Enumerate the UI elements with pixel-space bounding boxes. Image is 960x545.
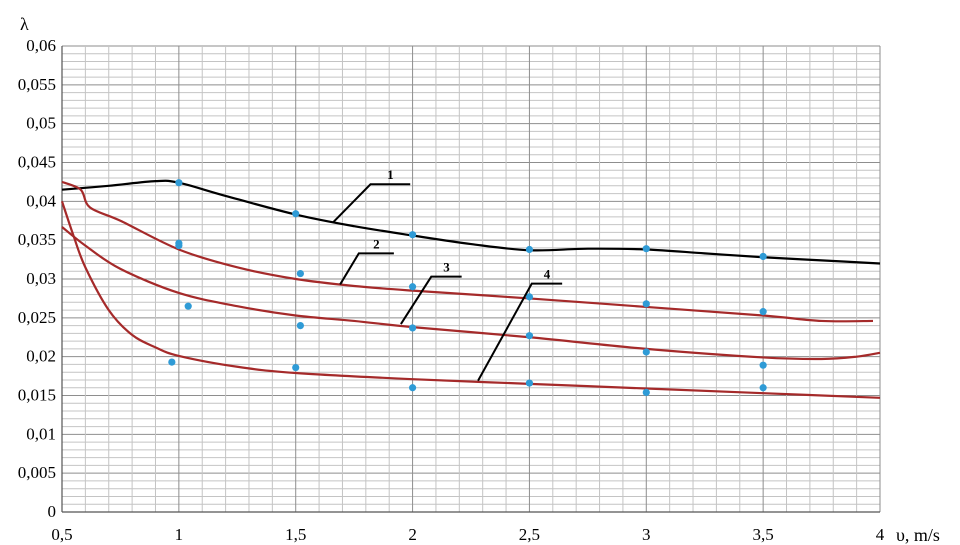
leader-line-3 (400, 275, 462, 325)
data-point-4 (408, 384, 417, 392)
data-point-2 (175, 242, 183, 250)
x-tick-label: 1 (175, 525, 184, 544)
y-tick-label: 0 (48, 502, 57, 521)
x-tick-label: 2,5 (519, 525, 540, 544)
y-tick-label: 0,06 (26, 36, 56, 55)
y-tick-label: 0,025 (18, 308, 56, 327)
data-point-3 (642, 348, 650, 356)
y-tick-label: 0,03 (26, 269, 56, 288)
leader-line-4 (477, 282, 563, 382)
data-point-3 (525, 332, 534, 340)
curve-leaders: 1 2 3 4 (332, 167, 563, 382)
curve-label-2: 2 (373, 236, 380, 251)
leader-line-2 (339, 252, 394, 285)
leader-line-1 (332, 183, 411, 224)
data-point-2 (296, 269, 304, 278)
data-point-4 (525, 379, 534, 387)
y-tick-label: 0,01 (26, 424, 56, 443)
x-tick-label: 4 (876, 525, 885, 544)
y-axis-label: λ (20, 14, 29, 34)
grid (61, 45, 881, 513)
data-point-3 (759, 361, 767, 369)
data-point-1 (525, 245, 534, 254)
y-tick-label: 0,04 (26, 191, 56, 210)
data-point-2 (525, 293, 534, 301)
x-tick-label: 0,5 (51, 525, 72, 544)
x-tick-label: 1,5 (285, 525, 306, 544)
data-point-2 (759, 308, 767, 316)
y-tick-label: 0,055 (18, 75, 56, 94)
data-point-1 (175, 179, 183, 187)
series-points (168, 179, 767, 396)
y-tick-label: 0,05 (26, 114, 56, 133)
data-point-3 (184, 302, 192, 310)
data-point-3 (296, 322, 304, 330)
x-axis-ticks: 0,5 1 1,5 2 2,5 3 3,5 4 (51, 525, 884, 544)
curve-label-1: 1 (387, 167, 394, 182)
x-tick-label: 2 (408, 525, 417, 544)
y-tick-label: 0,015 (18, 386, 56, 405)
data-point-1 (408, 231, 417, 239)
y-tick-label: 0,035 (18, 230, 56, 249)
x-axis-label: υ, m/s (896, 525, 940, 545)
data-point-2 (642, 300, 650, 308)
x-tick-label: 3 (642, 525, 651, 544)
y-tick-label: 0,045 (18, 153, 56, 172)
curve-label-3: 3 (443, 260, 450, 275)
data-point-4 (292, 363, 300, 372)
data-point-3 (408, 324, 417, 332)
y-axis-ticks: 0 0,005 0,01 0,015 0,02 0,025 0,03 0,035 0,04 0,0… (18, 36, 57, 521)
data-point-2 (408, 283, 417, 291)
x-tick-label: 3,5 (753, 525, 774, 544)
data-point-1 (642, 245, 650, 253)
y-tick-label: 0,005 (18, 463, 56, 482)
y-tick-label: 0,02 (26, 347, 56, 366)
series-line-4 (60, 200, 881, 399)
data-point-1 (759, 252, 767, 261)
data-point-4 (168, 358, 176, 366)
data-point-4 (642, 388, 650, 396)
series-line-1 (61, 179, 881, 265)
series-line-2 (61, 180, 873, 323)
data-point-4 (759, 384, 767, 392)
data-point-1 (292, 210, 300, 218)
curve-label-4: 4 (544, 267, 551, 282)
